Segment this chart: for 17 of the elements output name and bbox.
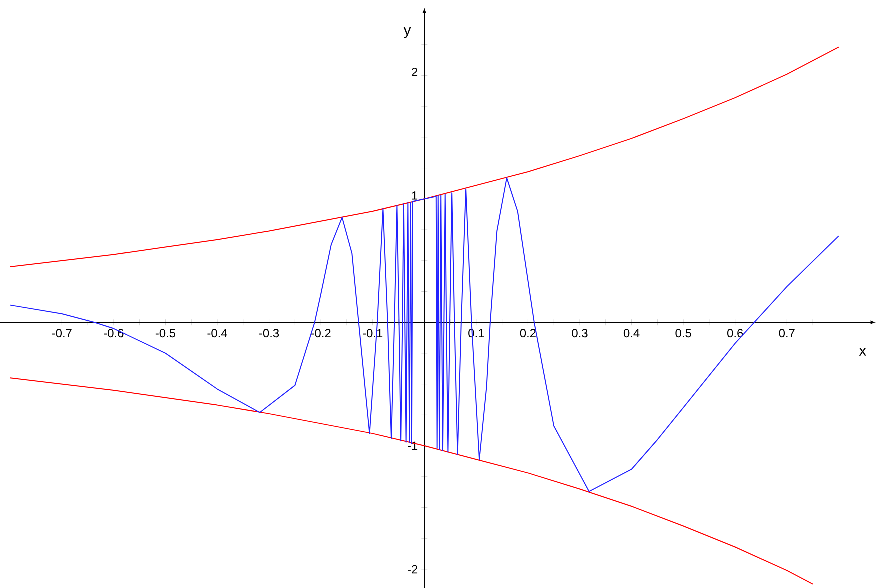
y-tick-label: 1 [412,192,418,200]
x-axis-title: x [859,348,866,356]
y-axis-title: y [404,27,412,38]
line-series [10,178,840,492]
x-tick-label: 0.2 [520,329,536,338]
x-tick-label: -0.4 [208,329,228,338]
x-tick-label: 0.7 [779,329,795,338]
x-tick-label: 0.5 [676,329,692,338]
x-tick-label: 0.6 [728,329,744,338]
y-tick-label: -2 [408,565,418,574]
x-tick-label: -0.3 [260,329,280,338]
x-tick-label: -0.7 [52,329,72,338]
x-tick-label: 0.4 [624,329,640,338]
x-tick-label: -0.5 [156,329,176,338]
y-tick-label: 2 [412,68,418,76]
x-tick-label: -0.2 [311,329,331,338]
x-tick-label: 0.3 [572,329,588,338]
